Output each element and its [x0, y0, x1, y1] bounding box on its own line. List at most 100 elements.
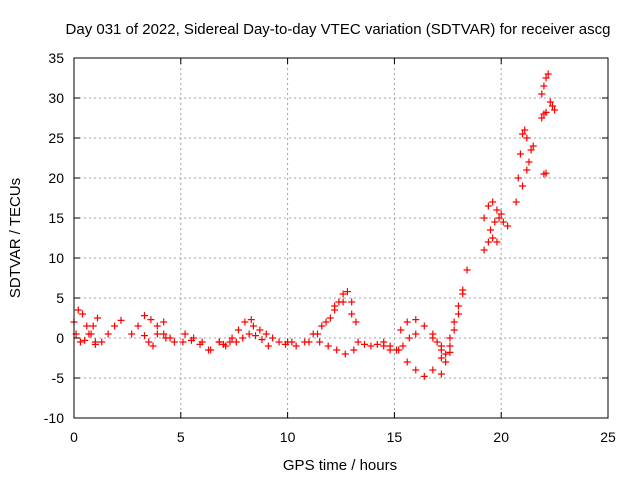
- data-point: [198, 338, 206, 346]
- data-point: [399, 342, 407, 350]
- data-point: [529, 142, 537, 150]
- data-point: [523, 166, 531, 174]
- data-point: [160, 330, 168, 338]
- chart-title: Day 031 of 2022, Sidereal Day-to-day VTE…: [66, 21, 611, 38]
- data-point: [79, 310, 87, 318]
- data-point: [215, 338, 223, 346]
- data-point: [316, 338, 324, 346]
- series-arc-29: [538, 70, 552, 98]
- data-point: [442, 358, 450, 366]
- data-point: [239, 334, 247, 342]
- x-tick-label: 5: [177, 429, 185, 445]
- x-axis-ticks: 0 5 10 15 20 25: [70, 58, 616, 445]
- y-tick-label: 30: [48, 90, 64, 106]
- y-tick-label: -5: [52, 370, 65, 386]
- data-point: [429, 366, 437, 374]
- data-point: [463, 266, 471, 274]
- data-point: [348, 310, 356, 318]
- data-point: [314, 330, 322, 338]
- data-point: [153, 330, 161, 338]
- data-point: [331, 306, 339, 314]
- data-point: [540, 82, 548, 90]
- data-point: [220, 340, 228, 348]
- data-point: [397, 326, 405, 334]
- data-point: [258, 336, 266, 344]
- data-point: [326, 314, 334, 322]
- series-arc-27: [540, 169, 550, 178]
- data-point: [551, 106, 559, 114]
- x-tick-label: 10: [280, 429, 296, 445]
- data-point: [89, 322, 97, 330]
- data-point: [91, 340, 99, 348]
- data-point: [386, 342, 394, 350]
- series-arc-18: [397, 316, 445, 350]
- x-tick-label: 25: [600, 429, 616, 445]
- data-point: [454, 302, 462, 310]
- data-point: [504, 222, 512, 230]
- data-point: [98, 338, 106, 346]
- data-point: [322, 318, 330, 326]
- series-arc-14: [316, 338, 358, 358]
- data-point: [140, 312, 148, 320]
- x-tick-label: 20: [493, 429, 509, 445]
- y-tick-label: -10: [44, 410, 64, 426]
- series-arc-23: [480, 234, 501, 254]
- x-tick-label: 15: [387, 429, 403, 445]
- data-point: [228, 334, 236, 342]
- y-tick-label: 0: [56, 330, 64, 346]
- y-tick-label: 5: [56, 290, 64, 306]
- data-point: [480, 214, 488, 222]
- data-point: [245, 330, 253, 338]
- data-point: [437, 346, 445, 354]
- data-point: [252, 332, 260, 340]
- data-point: [542, 169, 550, 177]
- data-point: [548, 102, 556, 110]
- series-arc-5: [140, 318, 168, 350]
- data-point: [489, 234, 497, 242]
- data-point: [181, 330, 189, 338]
- data-point: [493, 238, 501, 246]
- data-point: [134, 322, 142, 330]
- data-point: [179, 338, 187, 346]
- grid-lines: [74, 58, 608, 418]
- data-point: [226, 338, 234, 346]
- data-point: [275, 338, 283, 346]
- data-point: [333, 346, 341, 354]
- data-point: [523, 134, 531, 142]
- data-point: [403, 358, 411, 366]
- data-point: [446, 348, 454, 356]
- data-point: [512, 198, 520, 206]
- data-point: [495, 214, 503, 222]
- data-point: [305, 338, 313, 346]
- data-point: [516, 150, 524, 158]
- data-point: [256, 326, 264, 334]
- data-point: [153, 322, 161, 330]
- data-point: [234, 326, 242, 334]
- data-point: [527, 146, 535, 154]
- series-arc-12: [305, 298, 356, 346]
- data-point: [81, 336, 89, 344]
- plot-frame: [73, 57, 609, 419]
- data-point: [367, 342, 375, 350]
- data-point: [446, 334, 454, 342]
- series-arc-13: [331, 288, 360, 326]
- data-point: [104, 330, 112, 338]
- data-point: [429, 330, 437, 338]
- data-point: [262, 330, 270, 338]
- data-point: [341, 350, 349, 358]
- data-point: [85, 330, 93, 338]
- y-tick-label: 35: [48, 50, 64, 66]
- data-point: [538, 90, 546, 98]
- data-point: [232, 338, 240, 346]
- data-point: [519, 182, 527, 190]
- data-point: [93, 314, 101, 322]
- data-point: [339, 290, 347, 298]
- data-point: [420, 372, 428, 380]
- data-point: [324, 342, 332, 350]
- data-point: [350, 346, 358, 354]
- data-point: [491, 218, 499, 226]
- data-point: [247, 316, 255, 324]
- data-point: [395, 346, 403, 354]
- x-axis-title: GPS time / hours: [283, 457, 397, 474]
- data-point: [542, 74, 550, 82]
